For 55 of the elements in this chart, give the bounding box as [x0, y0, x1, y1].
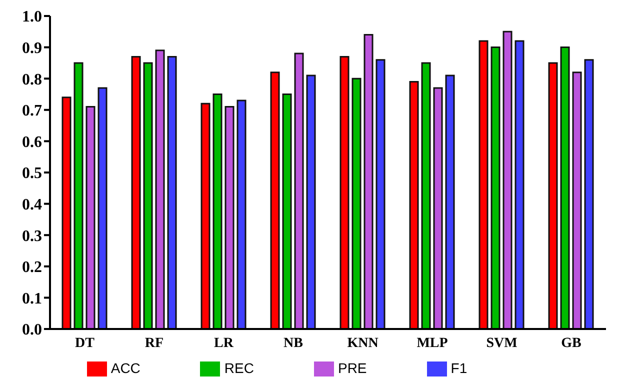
bar	[131, 56, 141, 329]
x-tick-label: GB	[561, 336, 582, 351]
bar	[62, 96, 72, 329]
bar	[584, 59, 594, 329]
y-tick-label: 1.0	[22, 8, 42, 26]
bar	[409, 80, 419, 329]
bar	[352, 78, 362, 329]
y-tick-label: 0.5	[22, 165, 42, 182]
y-tick-label: 0.8	[22, 71, 42, 88]
bar	[421, 62, 431, 329]
y-tick-label: 0.1	[22, 290, 42, 308]
x-tick-label: DT	[75, 336, 96, 351]
y-tick-label: 0.2	[22, 259, 42, 276]
bar	[224, 106, 234, 329]
bar	[74, 62, 84, 329]
x-tick-label: KNN	[347, 336, 378, 351]
bar	[572, 72, 582, 329]
bar	[86, 106, 96, 329]
bar	[143, 62, 153, 329]
bar	[270, 72, 280, 329]
y-tick-label: 0.4	[22, 196, 42, 214]
y-tick-label: 0.9	[22, 40, 42, 57]
bar	[236, 100, 246, 329]
bar	[167, 56, 177, 329]
bar	[200, 102, 210, 329]
bar	[294, 52, 304, 329]
y-tick-label: 0.3	[22, 228, 42, 245]
bar	[98, 87, 108, 329]
bar	[306, 74, 316, 329]
x-tick-label: RF	[144, 336, 164, 351]
bar	[490, 46, 500, 329]
bar	[548, 62, 558, 329]
bar	[433, 87, 443, 329]
bar	[502, 30, 512, 329]
x-tick-label: MLP	[416, 336, 448, 351]
legend-label: REC	[224, 360, 254, 376]
bar	[340, 56, 350, 329]
bar	[282, 94, 292, 329]
x-tick-label: SVM	[486, 336, 518, 351]
bar	[478, 40, 488, 329]
bar	[376, 59, 386, 329]
legend-label: ACC	[110, 360, 140, 376]
bar	[560, 46, 570, 329]
bar	[212, 94, 222, 329]
x-tick-label: LR	[214, 336, 234, 351]
bar	[445, 74, 455, 329]
y-tick-label: 0.0	[22, 322, 42, 339]
y-tick-label: 0.6	[22, 134, 42, 151]
y-tick-label: 0.7	[22, 102, 42, 120]
legend-label: F1	[450, 360, 468, 376]
bar	[155, 50, 165, 329]
legend-label: PRE	[338, 360, 367, 376]
bar	[364, 34, 374, 329]
x-tick-label: NB	[284, 336, 303, 351]
bar	[514, 40, 524, 329]
